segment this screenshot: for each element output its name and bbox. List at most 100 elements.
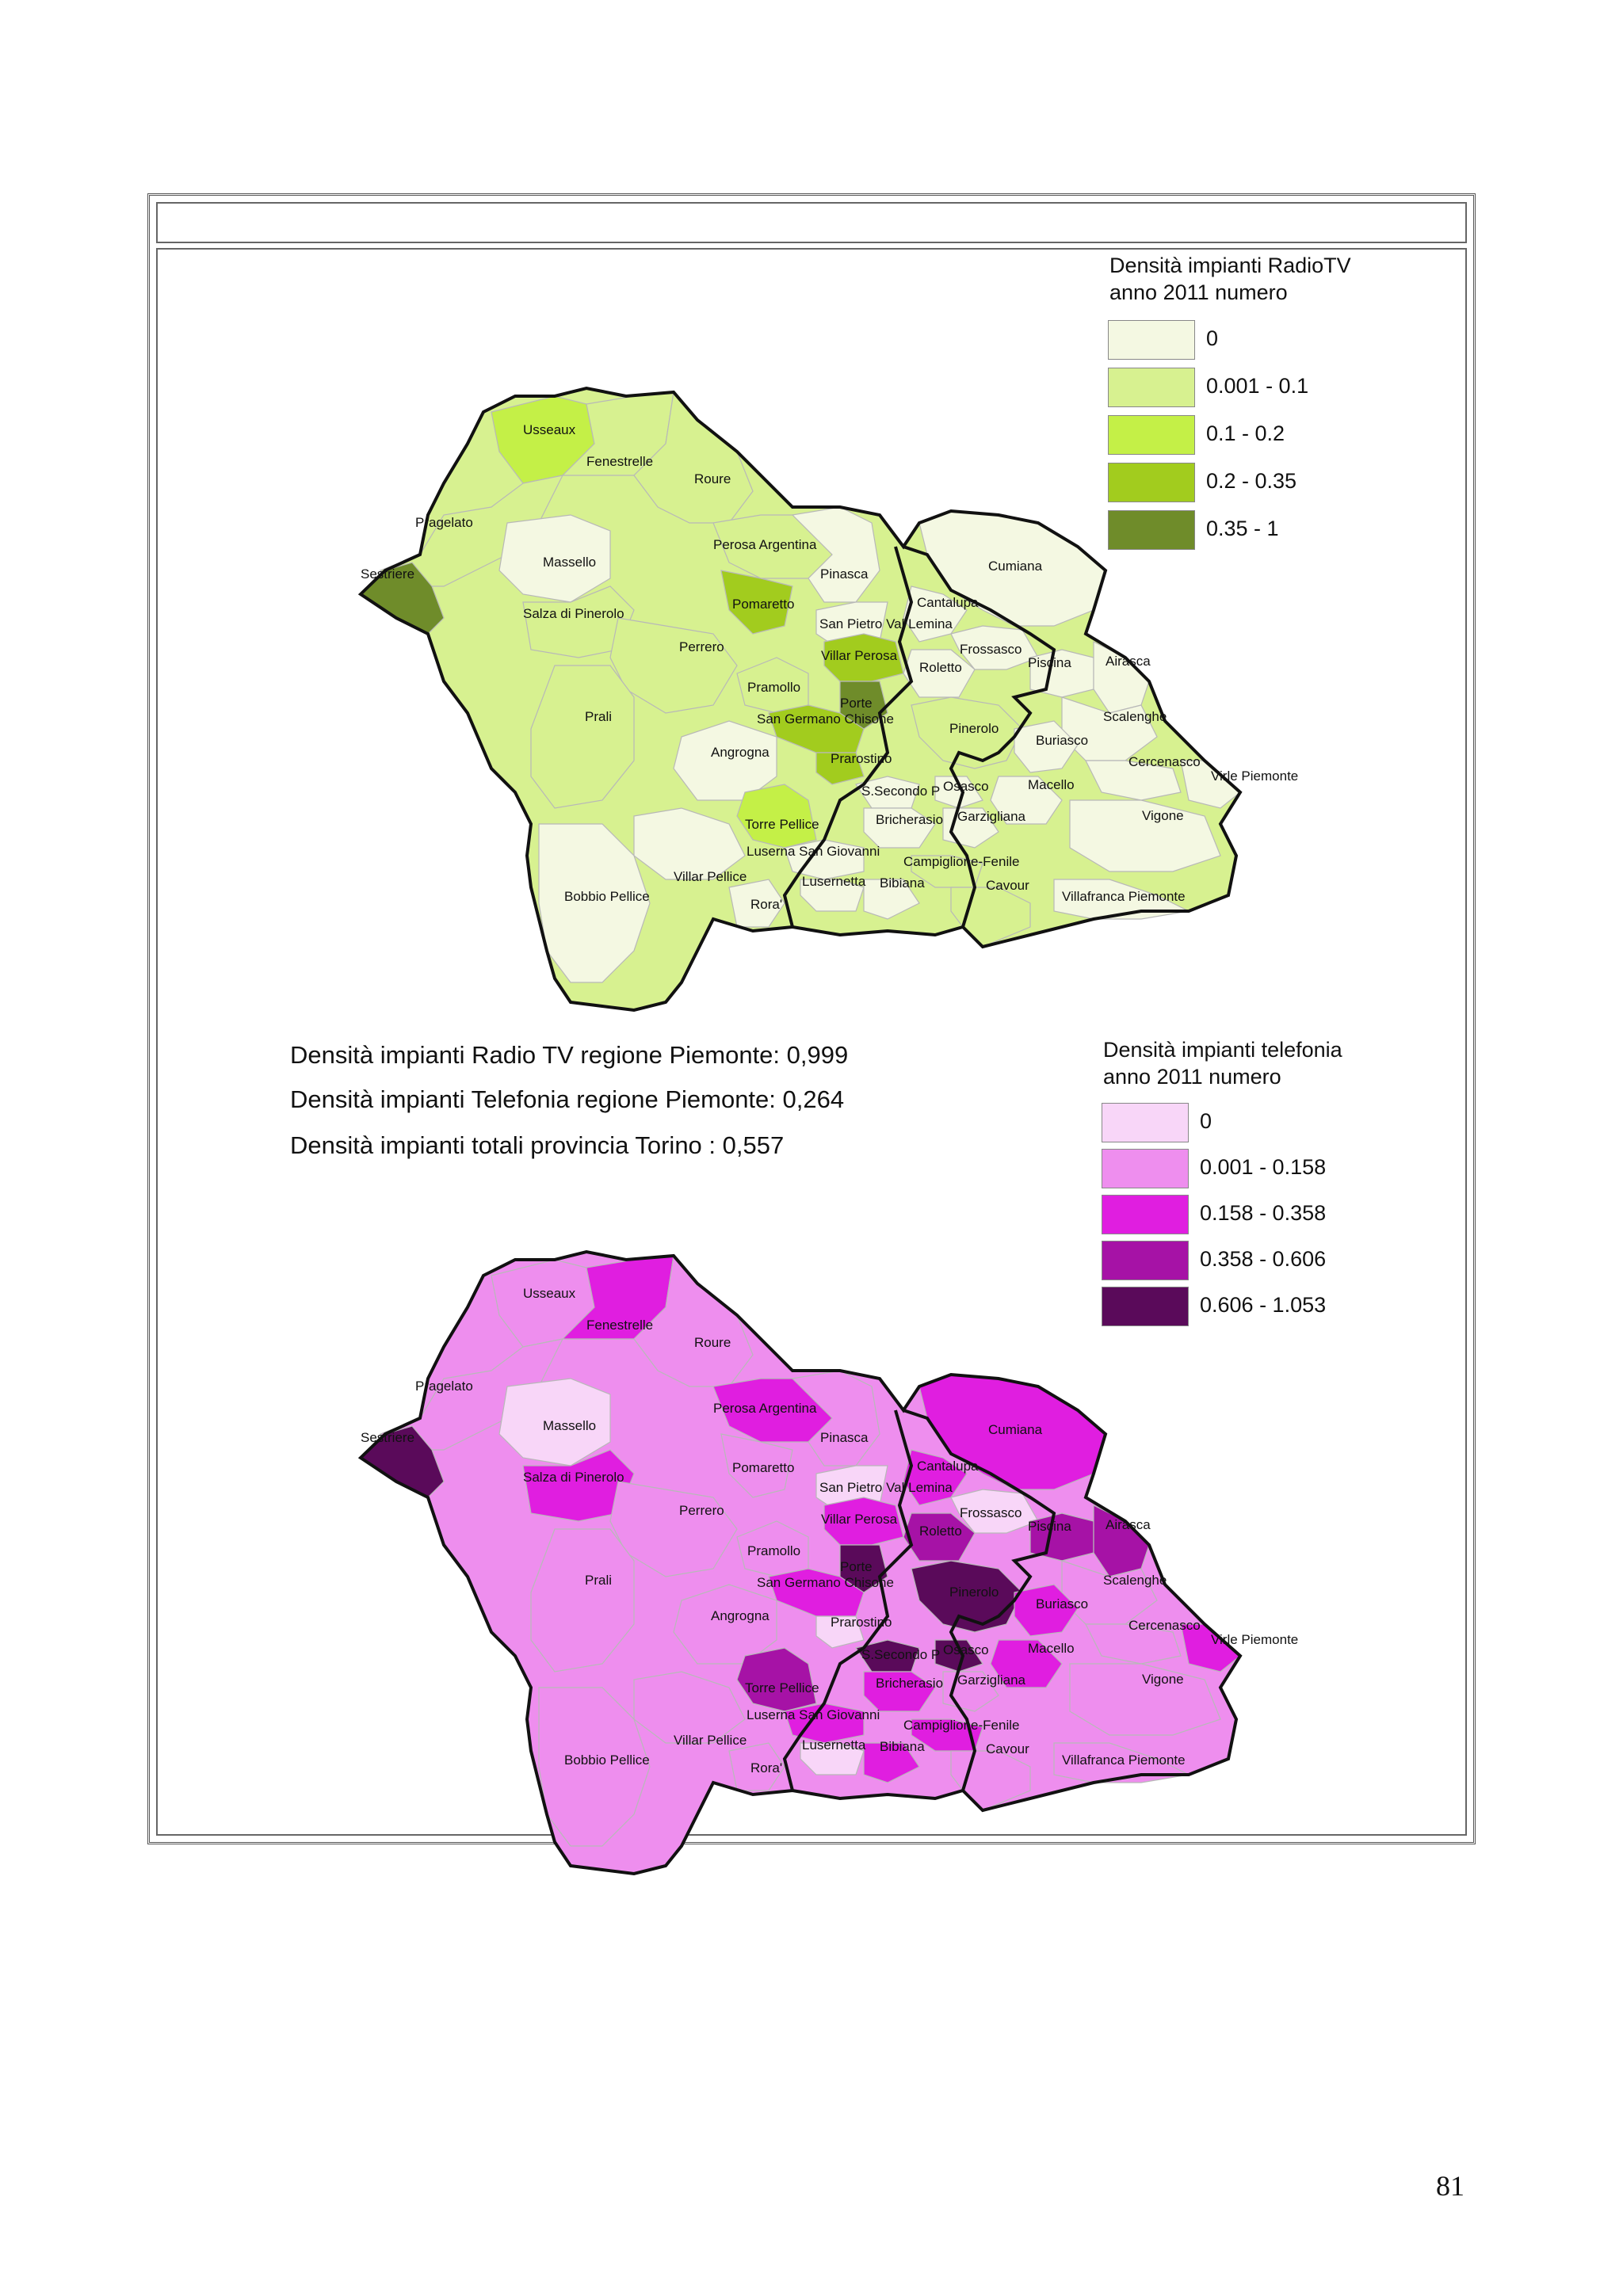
telefonia-label-usseaux: Usseaux: [523, 1286, 576, 1301]
telefonia-label-cavour: Cavour: [986, 1741, 1029, 1756]
radiotv-municipality-angrogna: [673, 720, 777, 801]
stat-radiotv-piemonte: Densità impianti Radio TV regione Piemon…: [290, 1041, 849, 1069]
telefonia-municipality-torre-pellice: [736, 1647, 817, 1712]
telefonia-legend-title-line2: anno 2011 numero: [1103, 1065, 1281, 1089]
telefonia-label-macello: Macello: [1028, 1641, 1075, 1656]
page-number: 81: [1436, 2170, 1465, 2202]
telefonia-municipality-vigone: [1069, 1663, 1221, 1736]
radiotv-municipality-villafranca: [1053, 879, 1190, 920]
telefonia-municipality-prali: [530, 1528, 635, 1672]
telefonia-map-outline: [357, 1249, 1243, 1876]
radiotv-label-rora: Rora': [750, 897, 782, 912]
telefonia-municipality-villar-pellice: [633, 1671, 746, 1744]
telefonia-label-sestriere: Sestriere: [361, 1430, 414, 1445]
telefonia-municipality-osasco: [934, 1639, 983, 1672]
radiotv-label-buriasco: Buriasco: [1036, 733, 1088, 748]
telefonia-municipality-villafranca: [1053, 1742, 1190, 1783]
telefonia-label-rora: Rora': [750, 1760, 782, 1775]
radiotv-municipality-villar-pellice: [633, 807, 746, 880]
telefonia-municipality-s-secondo: [855, 1639, 920, 1672]
telefonia-label-bobbio: Bobbio Pellice: [564, 1753, 650, 1768]
radiotv-municipality-frossasco: [950, 625, 1039, 670]
radiotv-district-border: [782, 545, 1056, 928]
telefonia-municipality-lusernetta: [800, 1742, 865, 1775]
telefonia-district-border: [782, 1409, 1056, 1791]
figure-frame: [147, 193, 1476, 1844]
telefonia-municipality-macello: [990, 1639, 1063, 1688]
telefonia-label-torre-pellice: Torre Pellice: [745, 1680, 819, 1695]
stat-telefonia-piemonte: Densità impianti Telefonia regione Piemo…: [290, 1085, 845, 1113]
radiotv-label-pinasca: Pinasca: [820, 566, 869, 582]
radiotv-label-san-germano: San Germano Chisone: [757, 711, 894, 727]
radiotv-label-bobbio: Bobbio Pellice: [564, 889, 650, 904]
telefonia-municipality-garzigliana: [942, 1671, 999, 1712]
radiotv-legend-label: 0.1 - 0.2: [1206, 421, 1285, 445]
telefonia-label-pinasca: Pinasca: [820, 1430, 869, 1445]
radiotv-municipality-rora: [728, 879, 785, 928]
radiotv-label-cavour: Cavour: [986, 878, 1029, 893]
radiotv-label-sestriere: Sestriere: [361, 566, 414, 582]
telefonia-label-campiglione: Campiglione-Fenile: [903, 1718, 1019, 1733]
telefonia-legend-swatch: [1102, 1287, 1189, 1326]
telefonia-label-bricherasio: Bricherasio: [876, 1676, 943, 1691]
telefonia-label-san-pietro: San Pietro Val Lemina: [819, 1480, 953, 1495]
radiotv-label-usseaux: Usseaux: [523, 422, 576, 437]
radiotv-label-scalenghe: Scalenghe: [1103, 709, 1167, 724]
telefonia-municipality-bobbio: [538, 1687, 651, 1847]
telefonia-label-airasca: Airasca: [1106, 1517, 1151, 1532]
radiotv-label-pramollo: Pramollo: [747, 680, 800, 695]
radiotv-municipality-vigone: [1069, 799, 1221, 872]
telefonia-municipality-frossasco: [950, 1489, 1039, 1534]
telefonia-legend-swatch: [1102, 1149, 1189, 1188]
telefonia-municipality-bibiana: [863, 1742, 920, 1783]
telefonia-label-villar-perosa: Villar Perosa: [821, 1512, 898, 1527]
telefonia-label-san-germano: San Germano Chisone: [757, 1575, 894, 1590]
telefonia-label-virle: Virle Piemonte: [1211, 1632, 1298, 1647]
radiotv-label-massello: Massello: [543, 555, 596, 570]
radiotv-label-cercenasco: Cercenasco: [1128, 754, 1201, 769]
radiotv-municipality-s-secondo: [855, 776, 920, 809]
telefonia-legend-swatch: [1102, 1195, 1189, 1234]
radiotv-label-lusernetta: Lusernetta: [802, 874, 866, 889]
radiotv-label-airasca: Airasca: [1106, 654, 1151, 669]
telefonia-label-villar-pellice: Villar Pellice: [674, 1733, 747, 1748]
radiotv-label-piscina: Piscina: [1028, 655, 1071, 670]
radiotv-legend-label: 0.2 - 0.35: [1206, 469, 1297, 493]
radiotv-municipality-villar-perosa: [823, 633, 904, 682]
radiotv-legend-swatch: [1108, 415, 1195, 455]
radiotv-municipality-bricherasio: [863, 807, 936, 849]
telefonia-legend-label: 0.358 - 0.606: [1200, 1247, 1327, 1271]
telefonia-label-scalenghe: Scalenghe: [1103, 1573, 1167, 1588]
telefonia-municipality-perrero: [609, 1481, 738, 1577]
telefonia-label-perosa: Perosa Argentina: [713, 1401, 817, 1416]
radiotv-legend-swatch: [1108, 368, 1195, 407]
telefonia-label-angrogna: Angrogna: [711, 1608, 769, 1623]
telefonia-municipality-virle: [1180, 1623, 1241, 1672]
telefonia-municipality-angrogna: [673, 1584, 777, 1665]
radiotv-label-cumiana: Cumiana: [988, 559, 1043, 574]
radiotv-label-fenestrelle: Fenestrelle: [586, 454, 653, 469]
radiotv-label-bricherasio: Bricherasio: [876, 812, 943, 827]
telefonia-legend-swatch: [1102, 1241, 1189, 1280]
radiotv-label-roletto: Roletto: [919, 660, 962, 675]
radiotv-label-garzigliana: Garzigliana: [957, 809, 1026, 824]
telefonia-legend-swatch: [1102, 1103, 1189, 1142]
radiotv-label-pinerolo: Pinerolo: [949, 721, 999, 736]
telefonia-label-buriasco: Buriasco: [1036, 1596, 1088, 1611]
telefonia-label-pomaretto: Pomaretto: [732, 1460, 794, 1475]
radiotv-municipality-virle: [1180, 760, 1241, 809]
telefonia-label-piscina: Piscina: [1028, 1519, 1071, 1534]
radiotv-label-villafranca: Villafranca Piemonte: [1062, 889, 1186, 904]
radiotv-municipality-macello: [990, 776, 1063, 825]
telefonia-label-s-secondo: S.Secondo P: [861, 1647, 940, 1662]
radiotv-label-bibiana: Bibiana: [880, 875, 925, 891]
radiotv-label-campiglione: Campiglione-Fenile: [903, 854, 1019, 869]
telefonia-label-pramollo: Pramollo: [747, 1543, 800, 1558]
radiotv-municipality-bibiana: [863, 879, 920, 920]
radiotv-municipality-pinerolo: [911, 696, 1023, 769]
radiotv-label-roure: Roure: [694, 471, 731, 486]
telefonia-label-massello: Massello: [543, 1418, 596, 1433]
radiotv-legend-title-line1: Densità impianti RadioTV: [1109, 254, 1351, 277]
radiotv-municipality-san-germano: [768, 704, 865, 753]
